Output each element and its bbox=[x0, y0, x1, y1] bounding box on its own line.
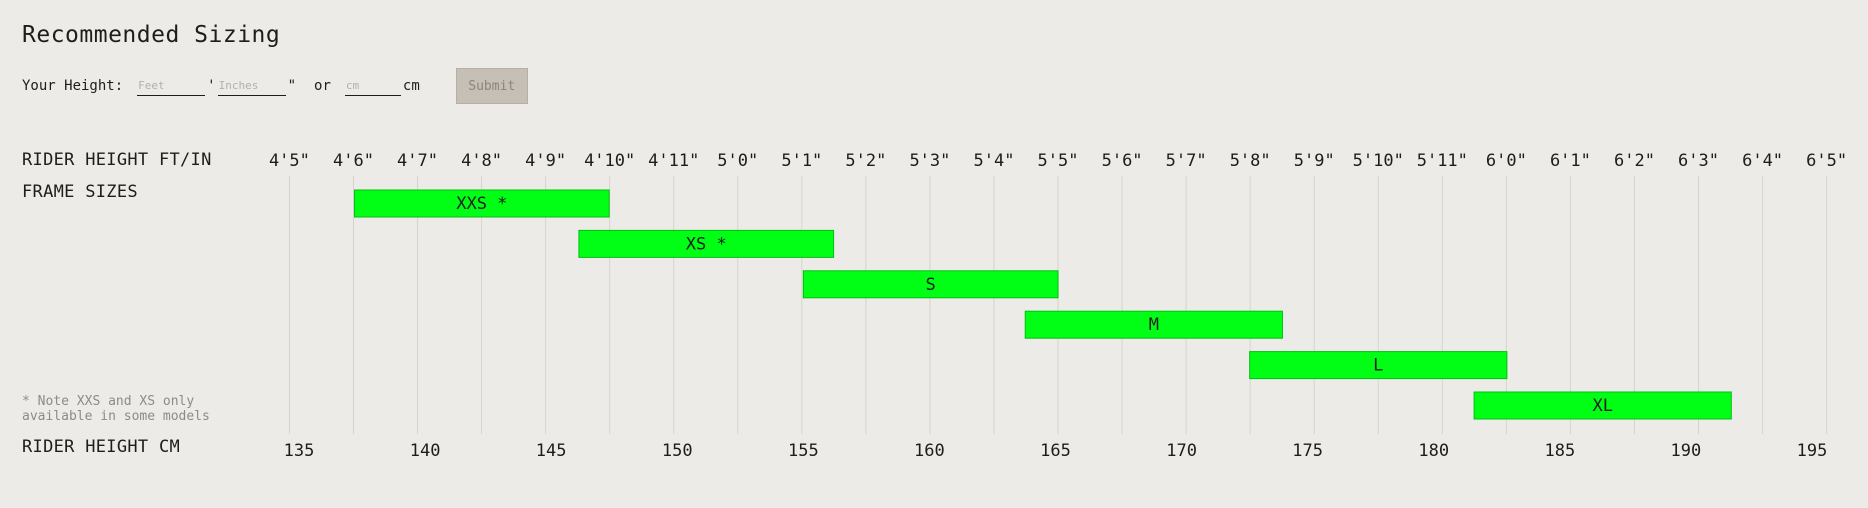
cm-tick-label: 180 bbox=[1418, 441, 1449, 461]
cm-tick-label: 145 bbox=[536, 441, 567, 461]
size-bar-label: XL bbox=[1592, 396, 1612, 416]
size-bar bbox=[1024, 310, 1283, 339]
height-label: Your Height: bbox=[22, 78, 124, 94]
feet-input[interactable] bbox=[137, 76, 206, 96]
ftin-tick-label: 4'7" bbox=[397, 151, 438, 171]
cm-tick-label: 175 bbox=[1292, 441, 1323, 461]
size-bar-label: S bbox=[926, 275, 936, 295]
page-title: Recommended Sizing bbox=[22, 22, 281, 48]
cm-tick-label: 135 bbox=[284, 441, 315, 461]
ftin-tick-label: 5'6" bbox=[1102, 151, 1143, 171]
ftin-tick-label: 4'11" bbox=[648, 151, 699, 171]
ftin-tick-label: 5'9" bbox=[1294, 151, 1335, 171]
ftin-tick-label: 6'2" bbox=[1614, 151, 1655, 171]
size-bar-label: M bbox=[1149, 315, 1159, 335]
cm-tick-label: 195 bbox=[1797, 441, 1828, 461]
cm-tick-label: 150 bbox=[662, 441, 693, 461]
ftin-tick-label: 5'1" bbox=[781, 151, 822, 171]
inches-mark: " bbox=[287, 78, 297, 94]
size-note: * Note XXS and XS only available in some… bbox=[22, 394, 210, 424]
size-bar bbox=[802, 270, 1059, 299]
ftin-tick-label: 6'4" bbox=[1742, 151, 1783, 171]
submit-button[interactable]: Submit bbox=[455, 68, 528, 104]
cm-tick-label: 165 bbox=[1040, 441, 1071, 461]
height-form: Your Height: ' " or cm Submit bbox=[22, 68, 528, 104]
size-bar-label: XS * bbox=[686, 234, 727, 254]
cm-tick-label: 185 bbox=[1544, 441, 1575, 461]
ftin-row-label: RIDER HEIGHT FT/IN bbox=[22, 150, 212, 170]
ftin-tick-label: 5'8" bbox=[1230, 151, 1271, 171]
size-bar bbox=[353, 189, 610, 218]
or-label: or bbox=[314, 78, 331, 94]
ftin-tick-label: 4'9" bbox=[525, 151, 566, 171]
inches-input[interactable] bbox=[217, 76, 286, 96]
cm-tick-label: 140 bbox=[410, 441, 441, 461]
size-bar-label: XXS * bbox=[456, 194, 507, 214]
ftin-tick-label: 6'5" bbox=[1806, 151, 1847, 171]
ftin-tick-label: 4'10" bbox=[584, 151, 635, 171]
ftin-tick-label: 5'4" bbox=[973, 151, 1014, 171]
cm-row-label: RIDER HEIGHT CM bbox=[22, 437, 181, 457]
ftin-tick-label: 6'1" bbox=[1550, 151, 1591, 171]
cm-tick-label: 160 bbox=[914, 441, 945, 461]
ftin-tick-label: 5'10" bbox=[1353, 151, 1404, 171]
size-bar-label: L bbox=[1373, 356, 1383, 376]
ftin-tick-label: 5'11" bbox=[1417, 151, 1468, 171]
cm-tick-label: 155 bbox=[788, 441, 819, 461]
ftin-tick-label: 5'5" bbox=[1038, 151, 1079, 171]
size-bar bbox=[578, 229, 835, 258]
cm-tick-label: 170 bbox=[1166, 441, 1197, 461]
ftin-tick-label: 5'0" bbox=[717, 151, 758, 171]
ftin-tick-label: 5'2" bbox=[845, 151, 886, 171]
ftin-tick-label: 6'3" bbox=[1678, 151, 1719, 171]
cm-tick-label: 190 bbox=[1671, 441, 1702, 461]
cm-unit: cm bbox=[402, 78, 420, 94]
size-bar bbox=[1473, 391, 1732, 420]
size-bar bbox=[1249, 351, 1508, 380]
ftin-tick-label: 4'6" bbox=[333, 151, 374, 171]
ftin-tick-label: 5'7" bbox=[1166, 151, 1207, 171]
ftin-tick-label: 4'8" bbox=[461, 151, 502, 171]
ftin-tick-label: 5'3" bbox=[909, 151, 950, 171]
cm-input[interactable] bbox=[344, 76, 401, 96]
frame-sizes-label: FRAME SIZES bbox=[22, 182, 138, 202]
ftin-tick-label: 6'0" bbox=[1486, 151, 1527, 171]
feet-mark: ' bbox=[207, 78, 216, 94]
ftin-tick-label: 4'5" bbox=[269, 151, 310, 171]
